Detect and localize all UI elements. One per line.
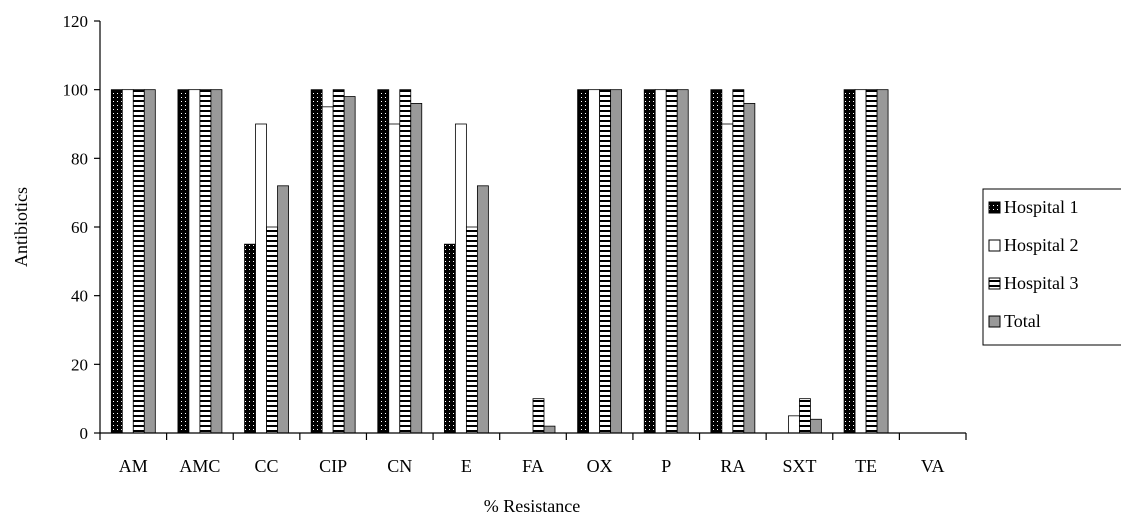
- bar: [810, 418, 822, 434]
- x-tick-label: OX: [587, 456, 613, 476]
- y-tick-label: 100: [63, 81, 89, 100]
- x-tick-label: AM: [119, 456, 148, 476]
- bar: [399, 89, 412, 434]
- x-tick-label: TE: [855, 456, 877, 476]
- bar: [121, 89, 134, 434]
- y-axis: 0 20 40 60 80 100 120: [63, 12, 101, 443]
- legend-swatch: [988, 239, 1001, 252]
- bar: [476, 185, 489, 434]
- y-tick-label: 0: [80, 424, 89, 443]
- bar: [332, 89, 345, 434]
- bar: [665, 89, 678, 434]
- bar: [266, 226, 278, 434]
- y-axis-title: Antibiotics: [11, 187, 31, 267]
- x-axis: AM AMC CC CIP CN E FA OX P RA SXT TE VA: [99, 432, 967, 476]
- bar: [743, 103, 756, 434]
- bar: [876, 89, 889, 434]
- bar: [110, 89, 123, 434]
- legend-swatch: [988, 277, 1001, 290]
- bar: [732, 89, 745, 434]
- bar: [654, 89, 667, 434]
- legend-label: Hospital 1: [1004, 197, 1079, 217]
- bar: [321, 106, 334, 434]
- bar: [210, 89, 223, 434]
- bar: [343, 96, 356, 434]
- bar: [177, 89, 190, 434]
- bar: [599, 89, 612, 434]
- bar: [255, 123, 267, 434]
- bar: [799, 398, 811, 434]
- legend-label: Hospital 2: [1004, 235, 1079, 255]
- x-tick-label: CIP: [319, 456, 347, 476]
- bar: [388, 123, 401, 434]
- bar: [865, 89, 878, 434]
- bar: [676, 89, 689, 434]
- x-tick-label: VA: [921, 456, 945, 476]
- bar: [854, 89, 867, 434]
- bars: [110, 89, 889, 434]
- legend-label: Hospital 3: [1004, 273, 1079, 293]
- bar: [454, 123, 467, 434]
- y-tick-label: 120: [63, 12, 89, 31]
- bar: [377, 89, 390, 434]
- bar: [710, 89, 723, 434]
- bar: [410, 103, 423, 434]
- legend-swatch: [988, 315, 1001, 328]
- legend: Hospital 1 Hospital 2 Hospital 3 Total: [982, 188, 1121, 346]
- x-tick-label: AMC: [179, 456, 220, 476]
- x-tick-label: P: [661, 456, 671, 476]
- legend-box: [982, 188, 1121, 346]
- x-axis-title: % Resistance: [484, 496, 580, 515]
- bar: [310, 89, 323, 434]
- y-tick-label: 80: [71, 149, 88, 168]
- bar: [244, 243, 256, 434]
- bar: [532, 398, 545, 434]
- bar: [610, 89, 623, 434]
- x-tick-label: CC: [255, 456, 279, 476]
- bar: [588, 89, 601, 434]
- x-tick-label: RA: [720, 456, 745, 476]
- bar: [843, 89, 856, 434]
- bar: [277, 185, 289, 434]
- bar: [721, 123, 734, 434]
- bar: [543, 425, 556, 434]
- bar: [199, 89, 212, 434]
- x-tick-label: CN: [387, 456, 412, 476]
- y-tick-label: 20: [71, 355, 88, 374]
- bar: [643, 89, 656, 434]
- bar: [465, 226, 478, 434]
- x-tick-label: FA: [522, 456, 544, 476]
- legend-label: Total: [1004, 311, 1041, 331]
- bar: [788, 415, 800, 434]
- y-tick-label: 40: [71, 287, 88, 306]
- y-tick-label: 60: [71, 218, 88, 237]
- bar: [143, 89, 156, 434]
- bar: [188, 89, 201, 434]
- bar: [132, 89, 145, 434]
- x-tick-label: SXT: [782, 456, 816, 476]
- bar: [443, 243, 456, 434]
- legend-swatch: [988, 201, 1001, 214]
- bar: [577, 89, 590, 434]
- x-tick-label: E: [461, 456, 472, 476]
